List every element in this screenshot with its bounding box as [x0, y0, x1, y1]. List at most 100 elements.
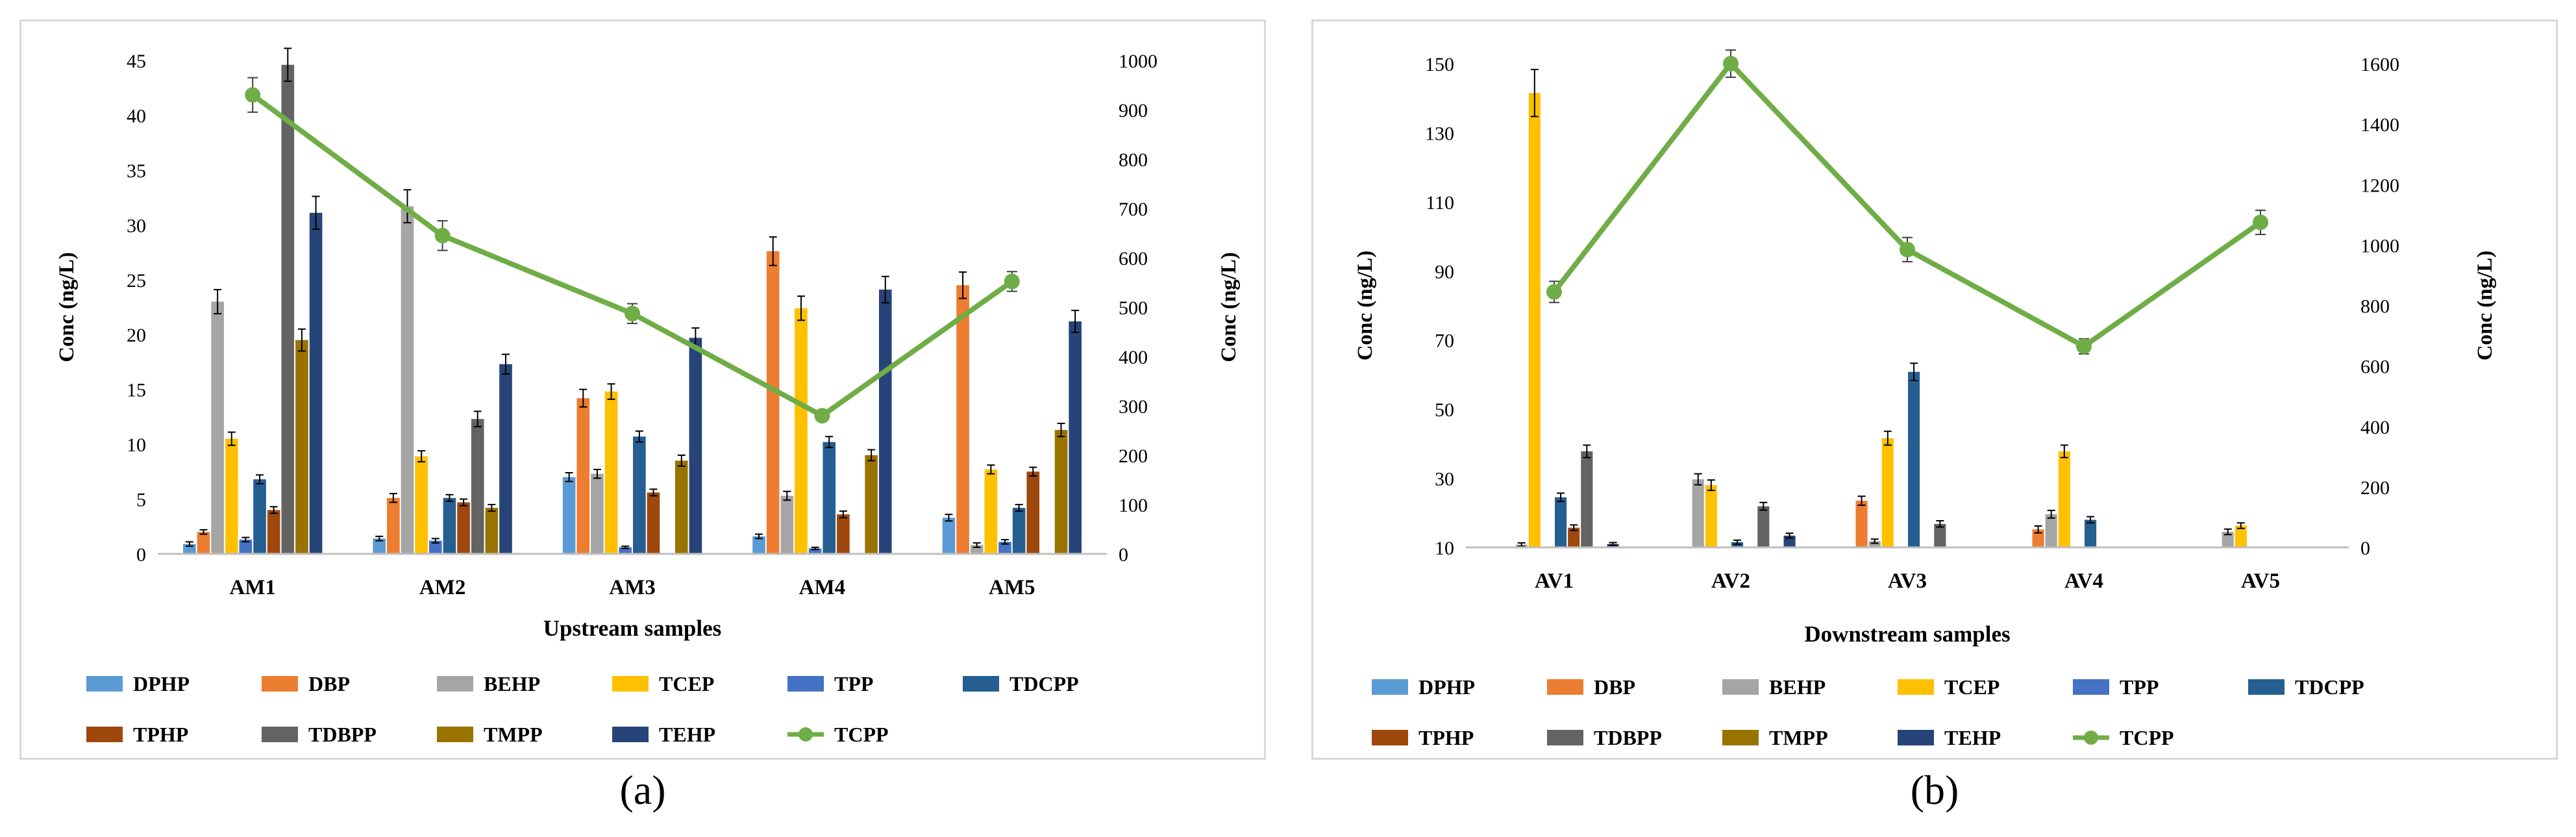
chart-b-y2-tick-label: 600	[2360, 356, 2390, 378]
chart-a-legend-swatch-tmpp	[437, 727, 473, 742]
chart-b-bar-tphp	[1568, 527, 1580, 547]
chart-a-legend-label-tpp: TPP	[834, 672, 873, 695]
chart-b-legend-label-tehp: TEHP	[1944, 726, 2001, 749]
chart-a-legend-label-tmpp: TMPP	[484, 723, 543, 746]
chart-b: 10 30 50 70 90 110 130 150 0 200 400 600 800 1000 1200…	[1354, 49, 2497, 749]
chart-a-y-tick-label: 15	[127, 380, 146, 401]
chart-b-legend-label-behp: BEHP	[1769, 675, 1826, 699]
chart-a-bar-tmpp	[865, 455, 878, 554]
chart-a-legend-swatch-marker	[799, 727, 813, 742]
chart-a-y2-tick-label: 900	[1119, 100, 1148, 121]
chart-b-y2-axis-title: Conc (ng/L)	[2473, 251, 2497, 361]
chart-a-y2-tick-label: 300	[1119, 396, 1148, 418]
chart-a-legend-swatch-tdbpp	[262, 727, 298, 742]
chart-b-legend-label-tmpp: TMPP	[1769, 726, 1828, 749]
chart-b-legend-swatch-behp	[1722, 679, 1759, 695]
chart-a-bar-dphp	[942, 518, 956, 554]
chart-b-bar-behp	[2222, 532, 2234, 547]
chart-a-bar-tpp	[998, 542, 1011, 554]
chart-a-legend-label-tcep: TCEP	[659, 672, 714, 695]
chart-b-legend-swatch-dbp	[1547, 679, 1583, 695]
chart-b-bar-behp	[1868, 541, 1881, 547]
chart-a-bar-dphp	[373, 538, 386, 554]
chart-b-legend-swatch-marker	[2084, 731, 2098, 745]
chart-a-bar-dbp	[956, 285, 969, 554]
chart-a-bar-tcep	[984, 469, 998, 554]
chart-b-legend-label-tdbpp: TDBPP	[1594, 726, 1662, 749]
chart-a-legend-swatch-tcep	[612, 676, 649, 692]
chart-a-point-tcpp	[1004, 273, 1020, 290]
chart-b-y-axis-title: Conc (ng/L)	[1354, 251, 1377, 361]
chart-b-y-tick-label: 50	[1435, 399, 1454, 421]
chart-a-legend-swatch-behp	[437, 676, 473, 692]
chart-b-bar-tdcpp	[1555, 497, 1567, 547]
chart-a-bar-behp	[780, 495, 794, 554]
chart-a-point-tcpp	[434, 227, 451, 244]
chart-a-y2-tick-label: 1000	[1119, 51, 1158, 72]
chart-a-bar-dbp	[576, 398, 590, 554]
chart-a-bar-tmpp	[1054, 430, 1068, 554]
chart-a-x-tick-label: AM1	[229, 576, 275, 599]
chart-b-bar-behp	[1692, 479, 1704, 547]
chart-a-bar-tcep	[225, 438, 238, 554]
chart-a-x-tick-label: AM2	[419, 576, 465, 599]
chart-a-bar-tmpp	[675, 460, 688, 554]
chart-a-y-tick-label: 40	[127, 105, 146, 127]
chart-b-x-axis-title: Downstream samples	[1804, 621, 2010, 647]
chart-b-y2-tick-label: 800	[2360, 296, 2390, 318]
chart-b-y-tick-label: 30	[1435, 469, 1454, 490]
chart-a-legend-label-tphp: TPHP	[133, 723, 188, 746]
chart-panel-b: 10 30 50 70 90 110 130 150 0 200 400 600 800 1000 1200…	[1311, 19, 2558, 760]
chart-b-legend-label-tdcpp: TDCPP	[2295, 675, 2364, 699]
chart-a-y-tick-label: 45	[127, 51, 146, 72]
chart-a-bar-tcep	[604, 392, 618, 554]
chart-b-bar-tdbpp	[1757, 506, 1770, 547]
chart-a-y-tick-label: 25	[127, 270, 146, 292]
chart-a-legend-swatch-dbp	[262, 676, 298, 692]
chart-a-legend-label-tehp: TEHP	[659, 723, 715, 746]
chart-b-legend-swatch-tmpp	[1722, 730, 1759, 745]
chart-b-bar-tcep	[1528, 93, 1541, 547]
chart-b-point-tcpp	[2076, 338, 2092, 355]
chart-b-legend-swatch-tehp	[1898, 730, 1934, 745]
chart-a-y-tick-label: 5	[136, 490, 146, 511]
chart-a-bar-tehp	[689, 338, 702, 554]
chart-b-point-tcpp	[1723, 56, 1739, 71]
chart-b-y-tick-label: 130	[1425, 123, 1454, 144]
chart-a-legend-swatch-tehp	[612, 727, 649, 742]
chart-a-bar-tdbpp	[281, 64, 295, 554]
chart-a-x-tick-label: AM5	[989, 576, 1035, 599]
chart-b-bar-dbp	[2032, 529, 2044, 547]
chart-b-legend-swatch-dphp	[1372, 679, 1408, 695]
chart-a-point-tcpp	[814, 408, 830, 424]
chart-a-bar-tdcpp	[823, 442, 836, 554]
chart-a-y2-tick-label: 600	[1119, 248, 1148, 269]
chart-b-legend-swatch-tphp	[1372, 730, 1408, 745]
chart-b-bar-behp	[2045, 514, 2057, 547]
chart-b-legend-label-tcpp: TCPP	[2120, 726, 2174, 749]
chart-b-y2-tick-label: 1400	[2360, 114, 2399, 136]
chart-a-y-tick-label: 0	[136, 544, 146, 566]
chart-a-bar-tcep	[795, 308, 808, 554]
chart-a-bar-dbp	[766, 251, 780, 554]
chart-a-y2-tick-label: 200	[1119, 445, 1148, 467]
chart-a-bar-dphp	[562, 477, 576, 554]
chart-b-y2-tick-label: 1200	[2360, 175, 2399, 196]
chart-b-x-tick-label: AV2	[1711, 569, 1750, 593]
chart-a-bar-behp	[211, 301, 224, 554]
chart-a-point-tcpp	[625, 305, 640, 321]
chart-b-bar-tcep	[1705, 485, 1717, 547]
chart-a-legend-label-dbp: DBP	[308, 672, 350, 695]
chart-a-bar-tpp	[239, 540, 253, 554]
chart-b-bar-tcep	[1881, 438, 1894, 547]
chart-a-point-tcpp	[245, 87, 261, 103]
chart-a-bar-tdcpp	[1012, 508, 1026, 554]
chart-a-bar-dbp	[387, 497, 400, 554]
chart-b-legend-swatch-tpp	[2073, 679, 2109, 695]
chart-a-legend-label-behp: BEHP	[484, 672, 540, 695]
chart-a-bar-tdbpp	[471, 419, 484, 554]
chart-a-x-axis-title: Upstream samples	[543, 616, 721, 641]
chart-b-x-tick-label: AV1	[1535, 569, 1574, 593]
chart-a-bar-tdcpp	[443, 497, 456, 554]
chart-a-legend-swatch-dphp	[86, 676, 123, 692]
